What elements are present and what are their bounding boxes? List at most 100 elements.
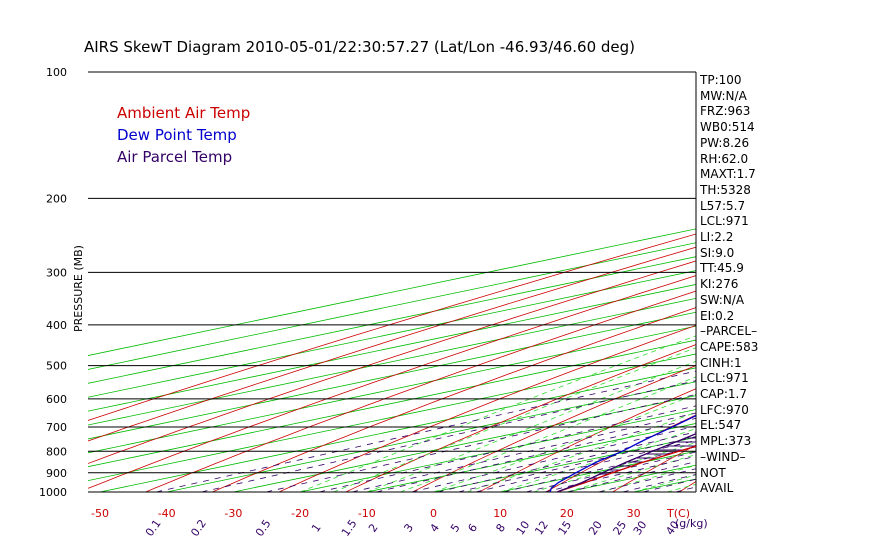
stability-index: RH:62.0	[700, 151, 749, 166]
dry-adiabat-line	[88, 233, 696, 421]
bottom-temperature-tick-label: -40	[158, 507, 176, 520]
isotherm-line	[88, 256, 696, 384]
pressure-tick-label: 400	[46, 319, 67, 332]
stability-index: MAXT:1.7	[700, 167, 756, 182]
pressure-tick-label: 300	[46, 266, 67, 279]
mixing-ratio-label: 5	[448, 521, 463, 534]
mixing-ratio-line	[642, 478, 696, 492]
bottom-temperature-tick-label: -20	[291, 507, 309, 520]
mixing-ratio-line	[475, 440, 696, 492]
mixing-ratio-label: 8	[493, 521, 508, 534]
mixing-ratio-line	[437, 431, 696, 492]
pressure-axis: 100 200 300 400 500 600 700 800 900 1000	[39, 66, 67, 499]
grid-lines	[88, 72, 870, 492]
pressure-tick-label: 700	[46, 421, 67, 434]
isotherm-line	[88, 353, 696, 482]
stability-index: SI:9.0	[700, 245, 735, 260]
mixing-ratio-label: 2	[366, 521, 381, 534]
stability-index: EI:0.2	[700, 308, 735, 323]
stability-index: TH:5328	[700, 182, 751, 197]
pressure-tick-label: 500	[46, 360, 67, 373]
dry-adiabat-line	[479, 388, 696, 492]
sounding-curves	[549, 414, 696, 492]
mixing-ratio-line	[352, 412, 696, 492]
stability-index: TP:100	[700, 73, 742, 87]
mixing-ratio-label: 4	[427, 521, 442, 534]
dry-adiabat-line	[278, 324, 696, 492]
mixing-ratio-line	[319, 405, 696, 492]
stability-index: CINH:1	[700, 355, 742, 370]
isotherm-line	[99, 367, 696, 492]
stability-index: MPL:373	[700, 434, 752, 449]
mixing-ratio-label: 15	[556, 519, 575, 538]
moist-adiabat-line	[466, 411, 696, 492]
isotherm-line	[433, 436, 696, 492]
isotherm-line	[300, 409, 696, 492]
ambient-air-temp-curve	[556, 445, 696, 492]
dry-adiabat-line	[813, 72, 870, 492]
mixing-ratio-line	[266, 394, 696, 492]
mixing-ratio-line	[525, 451, 696, 492]
pressure-gridlines	[88, 71, 697, 493]
moist-adiabat-line	[399, 376, 696, 492]
bottom-temperature-tick-label: -10	[358, 507, 376, 520]
stability-index: –PARCEL–	[700, 324, 758, 339]
mixing-ratio-label: 20	[586, 519, 605, 538]
chart-title: AIRS SkewT Diagram 2010-05-01/22:30:57.2…	[84, 38, 635, 56]
temperature-unit-label: T(C)	[666, 507, 690, 520]
pressure-tick-label: 1000	[39, 486, 67, 499]
stability-index: PW:8.26	[700, 135, 750, 150]
stability-index: NOT	[700, 465, 726, 480]
dry-adiabat-line	[88, 246, 696, 442]
dry-adiabat-line	[88, 260, 696, 464]
pressure-tick-label: 600	[46, 393, 67, 406]
stability-index: LFC:970	[700, 402, 749, 417]
stability-index: CAP:1.7	[700, 387, 747, 401]
isotherm-line	[767, 72, 870, 492]
stability-index: TT:45.9	[700, 261, 744, 276]
mixing-ratio-label: 3	[401, 521, 416, 534]
dry-adiabat-line	[145, 290, 696, 492]
mixing-ratio-unit-label: (g/kg)	[675, 517, 708, 530]
isotherm-line	[166, 381, 696, 492]
isotherm-line	[88, 228, 696, 356]
bottom-temperature-tick-label: 30	[627, 507, 641, 520]
pressure-tick-label: 900	[46, 467, 67, 480]
isotherm-line	[88, 270, 696, 398]
stability-index: LCL:971	[700, 371, 749, 386]
mixing-ratio-label: 25	[611, 518, 630, 537]
pressure-tick-label: 200	[46, 192, 67, 205]
stability-index: AVAIL	[700, 481, 734, 496]
mixing-ratio-labels: 0.1 0.2 0.5 1 1.5 2 3 4 5 6 8 10 12 15 20 25 30 40(g/kg)	[143, 517, 708, 539]
moist-adiabat-line	[366, 360, 696, 492]
stability-index: WB0:514	[700, 120, 755, 135]
y-axis-label: PRESSURE (MB)	[72, 245, 85, 332]
mixing-ratio-label: 12	[532, 519, 551, 538]
air-parcel-temp-curve	[556, 432, 696, 492]
isotherm-line	[88, 242, 696, 370]
dry-adiabat-line	[746, 72, 870, 492]
stability-index: LI:2.2	[700, 230, 734, 244]
stability-index: CAPE:583	[700, 339, 759, 354]
mixing-ratio-label: 0.1	[143, 517, 164, 539]
isotherm-line	[88, 339, 696, 468]
stability-index: FRZ:963	[700, 104, 751, 119]
mixing-ratio-label: 1	[309, 521, 324, 534]
mixing-ratio-line	[376, 417, 696, 492]
moist-adiabat-line	[666, 483, 696, 492]
mixing-ratio-label: 30	[631, 519, 650, 538]
mixing-ratio-label: 0.5	[253, 517, 274, 539]
mixing-ratio-line	[201, 380, 696, 492]
dry-adiabat-line	[412, 365, 696, 492]
isotherm-line	[88, 297, 696, 426]
bottom-temperature-tick-label: -50	[91, 507, 109, 520]
dry-adiabat-line	[345, 344, 696, 492]
pressure-tick-label: 100	[46, 66, 67, 79]
legend-entry: Air Parcel Temp	[117, 148, 232, 166]
dew-point-temp-curve	[549, 414, 696, 492]
moist-adiabat-line	[299, 335, 696, 492]
isotherm-line	[233, 395, 696, 492]
dry-adiabat-line	[88, 275, 696, 489]
bottom-temperature-tick-label: -30	[224, 507, 242, 520]
pressure-tick-label: 800	[46, 445, 67, 458]
